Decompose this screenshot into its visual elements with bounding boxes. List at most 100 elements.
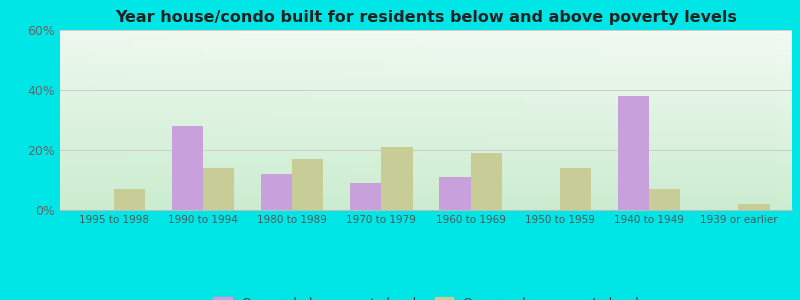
- Bar: [60, 85, 792, 86]
- Bar: [60, 150, 792, 151]
- Bar: [404, 30, 408, 210]
- Bar: [594, 30, 598, 210]
- Bar: [313, 30, 316, 210]
- Bar: [126, 30, 130, 210]
- Bar: [60, 196, 792, 197]
- Bar: [60, 118, 792, 119]
- Bar: [60, 178, 792, 179]
- Bar: [64, 30, 67, 210]
- Bar: [60, 95, 792, 96]
- Bar: [192, 30, 195, 210]
- Bar: [60, 47, 792, 48]
- Bar: [60, 48, 792, 49]
- Bar: [397, 30, 400, 210]
- Bar: [770, 30, 774, 210]
- Bar: [554, 30, 558, 210]
- Bar: [60, 205, 792, 206]
- Bar: [60, 139, 792, 140]
- Bar: [529, 30, 532, 210]
- Bar: [60, 37, 792, 38]
- Bar: [539, 30, 543, 210]
- Bar: [650, 30, 653, 210]
- Bar: [60, 92, 792, 93]
- Bar: [93, 30, 97, 210]
- Bar: [60, 128, 792, 129]
- Title: Year house/condo built for residents below and above poverty levels: Year house/condo built for residents bel…: [115, 10, 737, 25]
- Bar: [130, 30, 133, 210]
- Bar: [60, 154, 792, 155]
- Bar: [573, 30, 576, 210]
- Bar: [627, 30, 631, 210]
- Bar: [118, 30, 122, 210]
- Bar: [60, 74, 792, 75]
- Bar: [60, 108, 792, 109]
- Bar: [675, 30, 678, 210]
- Bar: [60, 147, 792, 148]
- Bar: [60, 110, 792, 111]
- Bar: [60, 106, 792, 107]
- Bar: [60, 126, 792, 127]
- Bar: [638, 30, 642, 210]
- Bar: [60, 190, 792, 191]
- Bar: [210, 30, 214, 210]
- Bar: [60, 195, 792, 196]
- Bar: [177, 30, 181, 210]
- Bar: [60, 145, 792, 146]
- Bar: [60, 46, 792, 47]
- Bar: [148, 30, 151, 210]
- Bar: [444, 30, 448, 210]
- Bar: [60, 165, 792, 166]
- Bar: [624, 30, 627, 210]
- Bar: [60, 94, 792, 95]
- Bar: [60, 82, 792, 83]
- Bar: [60, 102, 792, 103]
- Bar: [60, 160, 792, 161]
- Legend: Owners below poverty level, Owners above poverty level: Owners below poverty level, Owners above…: [208, 292, 644, 300]
- Bar: [470, 153, 502, 210]
- Bar: [374, 30, 378, 210]
- Bar: [371, 30, 374, 210]
- Bar: [60, 96, 792, 97]
- Bar: [466, 30, 470, 210]
- Bar: [269, 30, 272, 210]
- Bar: [452, 30, 455, 210]
- Bar: [60, 207, 792, 208]
- Bar: [704, 30, 708, 210]
- Bar: [60, 81, 792, 82]
- Bar: [60, 90, 792, 91]
- Bar: [60, 137, 792, 138]
- Bar: [60, 80, 792, 81]
- Bar: [137, 30, 141, 210]
- Bar: [562, 30, 565, 210]
- Bar: [60, 167, 792, 168]
- Bar: [499, 30, 503, 210]
- Bar: [734, 30, 737, 210]
- Bar: [618, 96, 649, 210]
- Bar: [60, 169, 792, 170]
- Bar: [755, 30, 759, 210]
- Bar: [107, 30, 111, 210]
- Bar: [338, 30, 342, 210]
- Bar: [174, 30, 177, 210]
- Bar: [327, 30, 331, 210]
- Bar: [60, 184, 792, 185]
- Bar: [60, 174, 792, 175]
- Bar: [462, 30, 466, 210]
- Bar: [280, 30, 283, 210]
- Bar: [60, 185, 792, 186]
- Bar: [60, 55, 792, 56]
- Bar: [60, 76, 792, 77]
- Bar: [60, 173, 792, 174]
- Bar: [60, 39, 792, 40]
- Bar: [60, 116, 792, 117]
- Bar: [60, 133, 792, 134]
- Bar: [60, 206, 792, 207]
- Bar: [250, 30, 254, 210]
- Bar: [60, 172, 792, 173]
- Bar: [60, 199, 792, 200]
- Bar: [60, 71, 792, 72]
- Bar: [60, 98, 792, 99]
- Bar: [660, 30, 664, 210]
- Bar: [115, 30, 118, 210]
- Bar: [60, 197, 792, 198]
